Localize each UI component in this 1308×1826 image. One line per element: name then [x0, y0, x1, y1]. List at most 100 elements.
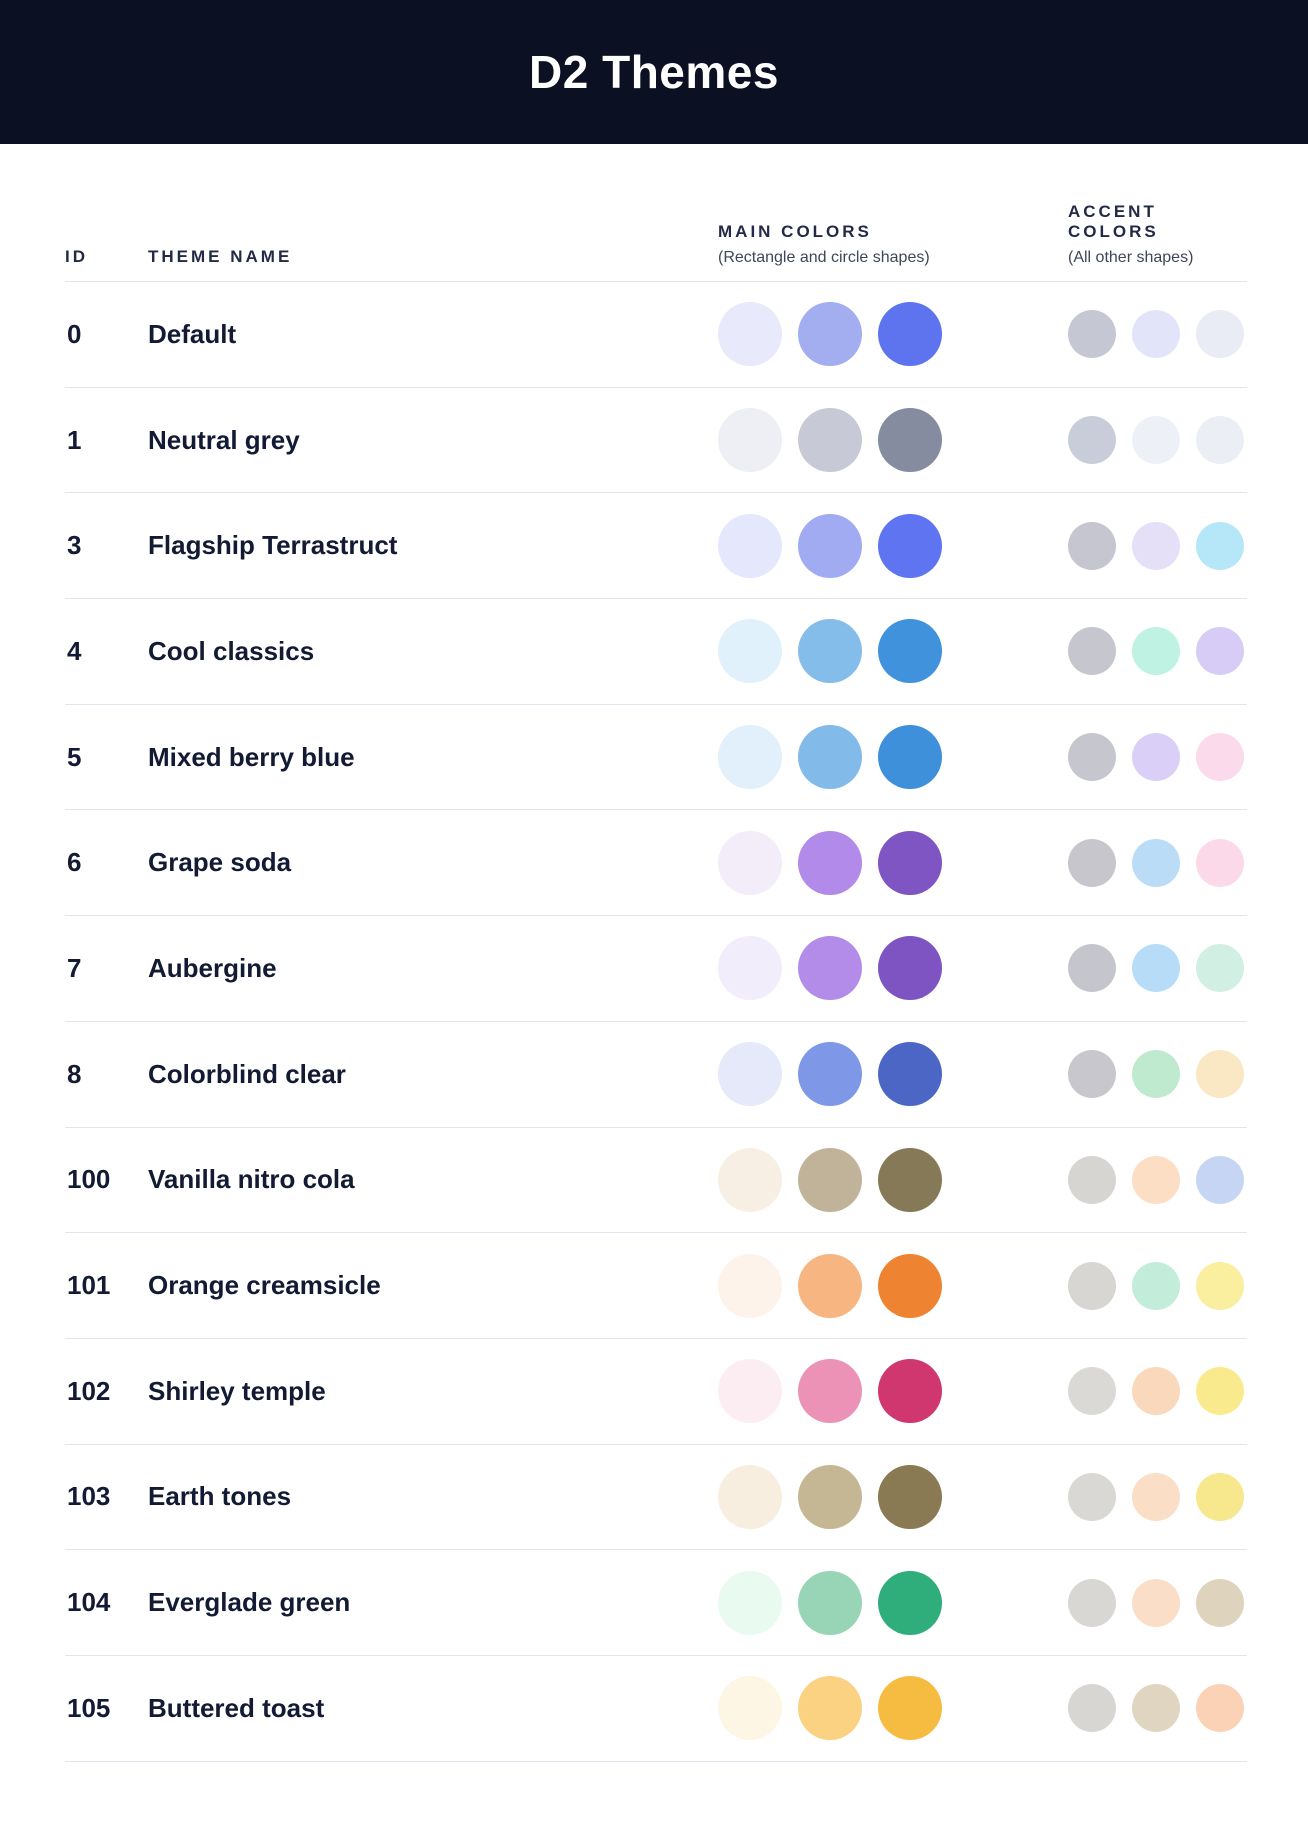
main-color-swatch: [718, 408, 782, 473]
main-color-swatch: [718, 513, 782, 578]
theme-id: 4: [67, 635, 82, 666]
table-row: 3 Flagship Terrastruct: [65, 493, 1247, 600]
main-colors-swatches: [718, 619, 943, 684]
accent-color-swatch: [1196, 733, 1244, 782]
main-color-swatch: [878, 1676, 942, 1741]
accent-color-swatch: [1132, 521, 1180, 570]
table-row: 7 Aubergine: [65, 916, 1247, 1022]
accent-color-swatch: [1196, 1472, 1244, 1521]
main-colors-swatches: [718, 1042, 943, 1107]
main-colors-swatches: [718, 302, 943, 367]
accent-colors-swatches: [1068, 627, 1244, 676]
accent-colors-swatches: [1068, 838, 1244, 887]
theme-name: Neutral grey: [148, 424, 300, 455]
table-row: 0 Default: [65, 282, 1247, 388]
column-header-theme-name: THEME NAME: [148, 247, 293, 266]
main-color-swatch: [798, 302, 862, 367]
main-color-swatch: [798, 725, 862, 790]
theme-id: 7: [67, 952, 82, 983]
accent-colors-swatches: [1068, 733, 1244, 782]
main-color-swatch: [718, 619, 782, 684]
page-title: D2 Themes: [529, 46, 779, 98]
column-header-main-colors: MAIN COLORS (Rectangle and circle shapes…: [718, 222, 943, 267]
main-color-swatch: [718, 1042, 782, 1107]
theme-id: 105: [67, 1692, 111, 1723]
accent-color-swatch: [1196, 521, 1244, 570]
table-row: 5 Mixed berry blue: [65, 705, 1247, 811]
main-color-swatch: [878, 1147, 942, 1212]
theme-id: 8: [67, 1058, 82, 1089]
table-row: 105 Buttered toast: [65, 1656, 1247, 1762]
accent-color-swatch: [1068, 627, 1116, 676]
accent-color-swatch: [1196, 416, 1244, 465]
accent-color-swatch: [1132, 1578, 1180, 1627]
table-header-row: ID THEME NAME MAIN COLORS (Rectangle and…: [65, 144, 1247, 281]
themes-table: ID THEME NAME MAIN COLORS (Rectangle and…: [65, 144, 1247, 1762]
accent-color-swatch: [1068, 1261, 1116, 1310]
main-color-swatch: [798, 1147, 862, 1212]
accent-colors-swatches: [1068, 416, 1244, 465]
main-colors-swatches: [718, 936, 943, 1001]
theme-id: 3: [67, 530, 82, 561]
main-color-swatch: [878, 513, 942, 578]
main-colors-subtitle: (Rectangle and circle shapes): [718, 249, 930, 266]
themes-table-body: 0 Default 1 Neutral grey 3 Flagship Terrastru…: [65, 281, 1247, 1762]
main-color-swatch: [878, 619, 942, 684]
accent-color-swatch: [1132, 944, 1180, 993]
accent-color-swatch: [1196, 1261, 1244, 1310]
accent-colors-swatches: [1068, 1155, 1244, 1204]
accent-color-swatch: [1196, 627, 1244, 676]
accent-color-swatch: [1132, 627, 1180, 676]
theme-id: 0: [67, 318, 82, 349]
accent-color-swatch: [1132, 838, 1180, 887]
table-row: 102 Shirley temple: [65, 1339, 1247, 1445]
theme-id: 6: [67, 847, 82, 878]
accent-colors-swatches: [1068, 521, 1244, 570]
theme-name: Grape soda: [148, 847, 292, 878]
accent-colors-swatches: [1068, 1472, 1244, 1521]
main-colors-swatches: [718, 513, 943, 578]
accent-color-swatch: [1132, 416, 1180, 465]
accent-colors-swatches: [1068, 1261, 1244, 1310]
accent-colors-swatches: [1068, 944, 1244, 993]
table-row: 4 Cool classics: [65, 599, 1247, 705]
accent-color-swatch: [1196, 1050, 1244, 1099]
theme-name: Cool classics: [148, 635, 315, 666]
main-color-swatch: [718, 302, 782, 367]
main-color-swatch: [798, 1359, 862, 1424]
accent-color-swatch: [1196, 1367, 1244, 1416]
main-color-swatch: [878, 830, 942, 895]
accent-color-swatch: [1196, 1155, 1244, 1204]
main-color-swatch: [878, 1042, 942, 1107]
theme-id: 100: [67, 1164, 111, 1195]
theme-id: 101: [67, 1270, 111, 1301]
accent-color-swatch: [1132, 1155, 1180, 1204]
main-color-swatch: [718, 725, 782, 790]
theme-id: 103: [67, 1481, 111, 1512]
accent-colors-subtitle: (All other shapes): [1068, 249, 1194, 266]
main-colors-label: MAIN COLORS: [718, 222, 872, 241]
main-colors-swatches: [718, 1676, 943, 1741]
accent-colors-swatches: [1068, 1684, 1244, 1733]
accent-color-swatch: [1132, 1367, 1180, 1416]
accent-color-swatch: [1196, 310, 1244, 359]
accent-color-swatch: [1068, 416, 1116, 465]
accent-color-swatch: [1068, 1578, 1116, 1627]
main-color-swatch: [798, 1570, 862, 1635]
accent-colors-swatches: [1068, 310, 1244, 359]
main-color-swatch: [798, 1676, 862, 1741]
main-color-swatch: [718, 936, 782, 1001]
table-row: 100 Vanilla nitro cola: [65, 1128, 1247, 1234]
accent-color-swatch: [1068, 521, 1116, 570]
table-row: 6 Grape soda: [65, 810, 1247, 917]
accent-color-swatch: [1068, 1367, 1116, 1416]
theme-name: Vanilla nitro cola: [148, 1164, 355, 1195]
main-color-swatch: [798, 936, 862, 1001]
theme-name: Mixed berry blue: [148, 741, 355, 772]
column-header-accent-colors: ACCENT COLORS (All other shapes): [1068, 202, 1244, 267]
main-color-swatch: [798, 408, 862, 473]
main-color-swatch: [718, 1147, 782, 1212]
table-row: 101 Orange creamsicle: [65, 1233, 1247, 1339]
main-color-swatch: [878, 725, 942, 790]
theme-name: Everglade green: [148, 1587, 351, 1618]
